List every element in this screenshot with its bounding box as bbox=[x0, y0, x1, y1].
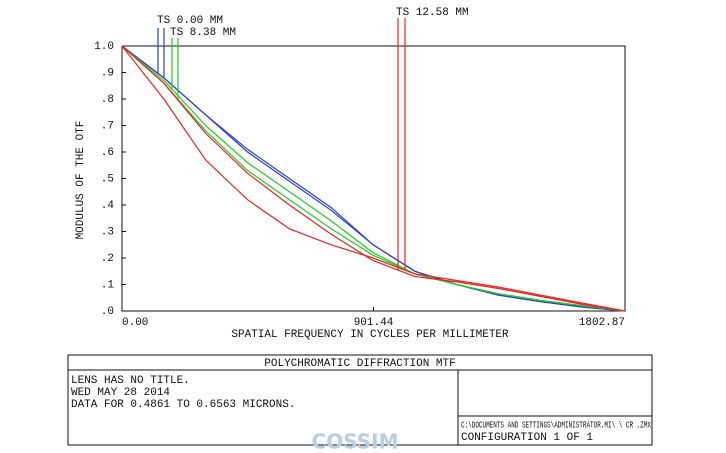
y-tick-label: .5 bbox=[101, 173, 114, 185]
info-line: DATA FOR 0.4861 TO 0.6563 MICRONS. bbox=[71, 399, 295, 411]
info-line: LENS HAS NO TITLE. bbox=[71, 375, 190, 387]
legend-label: TS 0.00 MM bbox=[157, 15, 223, 27]
y-tick-label: .9 bbox=[101, 67, 114, 79]
x-tick-label: 0.00 bbox=[122, 317, 148, 329]
y-axis-label: MODULUS OF THE OTF bbox=[75, 121, 87, 240]
x-axis-label: SPATIAL FREQUENCY IN CYCLES PER MILLIMET… bbox=[231, 329, 509, 341]
y-tick-label: 1.0 bbox=[94, 41, 114, 53]
mtf-curve bbox=[121, 45, 626, 312]
info-box bbox=[67, 354, 653, 446]
plot-frame bbox=[121, 45, 626, 312]
mtf-curve bbox=[121, 45, 626, 312]
legend-label: TS 12.58 MM bbox=[396, 7, 469, 19]
y-tick-label: .3 bbox=[101, 226, 114, 238]
y-tick-label: .0 bbox=[101, 306, 114, 318]
y-tick-label: .8 bbox=[101, 94, 114, 106]
watermark: COSSIM bbox=[312, 430, 399, 453]
chart-title: POLYCHROMATIC DIFFRACTION MTF bbox=[264, 358, 455, 370]
x-tick-label: 1802.87 bbox=[579, 317, 625, 329]
mtf-curve bbox=[121, 45, 626, 312]
y-tick-label: .4 bbox=[101, 200, 115, 212]
y-tick-label: .1 bbox=[101, 279, 115, 291]
mtf-curve bbox=[121, 45, 626, 312]
mtf-curve bbox=[121, 45, 626, 312]
x-tick-label: 901.44 bbox=[354, 317, 394, 329]
configuration: CONFIGURATION 1 OF 1 bbox=[461, 432, 593, 444]
info-line: WED MAY 28 2014 bbox=[71, 387, 170, 399]
legend-label: TS 8.38 MM bbox=[170, 27, 236, 39]
y-tick-label: .2 bbox=[101, 253, 114, 265]
y-tick-label: .7 bbox=[101, 120, 114, 132]
mtf-curve bbox=[121, 45, 626, 312]
file-path: C:\DOCUMENTS AND SETTINGS\ADMINISTRATOR.… bbox=[461, 420, 651, 430]
y-tick-label: .6 bbox=[101, 147, 114, 159]
